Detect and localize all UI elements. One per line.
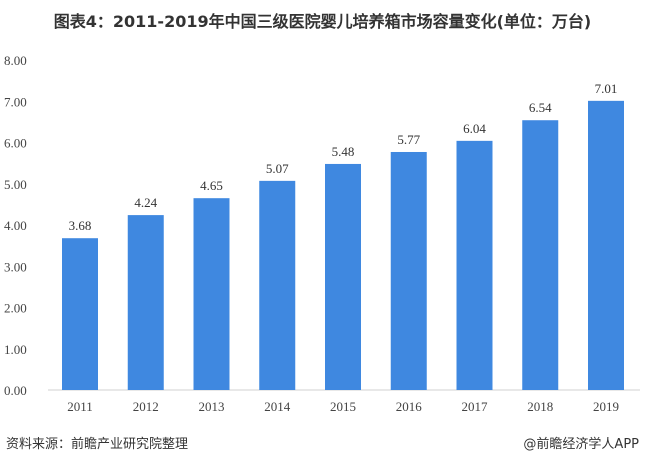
source-note: 资料来源：前瞻产业研究院整理 (6, 437, 189, 452)
x-tick-label: 2016 (396, 399, 423, 414)
bar-value-label: 3.68 (69, 218, 92, 233)
bar-value-label: 5.07 (266, 161, 289, 176)
x-tick-label: 2017 (462, 399, 489, 414)
x-tick-label: 2019 (593, 399, 619, 414)
y-tick-label: 1.00 (4, 342, 27, 357)
bar (325, 163, 361, 390)
bar (522, 120, 559, 390)
y-tick-label: 7.00 (4, 94, 27, 109)
bar (193, 198, 230, 390)
bar (259, 180, 296, 390)
bar-value-label: 7.01 (595, 81, 618, 96)
x-tick-label: 2013 (199, 399, 225, 414)
y-tick-label: 8.00 (4, 53, 27, 68)
credit-note: @前瞻经济学人APP (523, 437, 639, 452)
y-tick-label: 0.00 (4, 383, 27, 398)
x-tick-label: 2018 (527, 399, 553, 414)
x-tick-label: 2014 (264, 399, 291, 414)
bar (62, 238, 98, 390)
bar (127, 215, 164, 390)
x-tick-label: 2015 (330, 399, 356, 414)
y-tick-label: 2.00 (4, 301, 27, 316)
bar-value-label: 5.77 (397, 132, 420, 147)
bar (456, 140, 493, 390)
bar-value-label: 6.04 (463, 121, 486, 136)
bar (390, 151, 427, 390)
bar-value-label: 4.24 (134, 195, 157, 210)
bar-value-label: 5.48 (332, 144, 355, 159)
x-tick-label: 2011 (67, 399, 93, 414)
y-tick-label: 3.00 (4, 259, 27, 274)
x-tick-label: 2012 (133, 399, 159, 414)
y-tick-label: 5.00 (4, 177, 27, 192)
bar (588, 100, 624, 391)
y-tick-label: 6.00 (4, 136, 27, 151)
bar-value-label: 6.54 (529, 100, 552, 115)
chart-title: 图表4：2011-2019年中国三级医院婴儿培养箱市场容量变化(单位：万台) (53, 12, 592, 31)
y-tick-label: 4.00 (4, 218, 27, 233)
bar-value-label: 4.65 (200, 178, 223, 193)
